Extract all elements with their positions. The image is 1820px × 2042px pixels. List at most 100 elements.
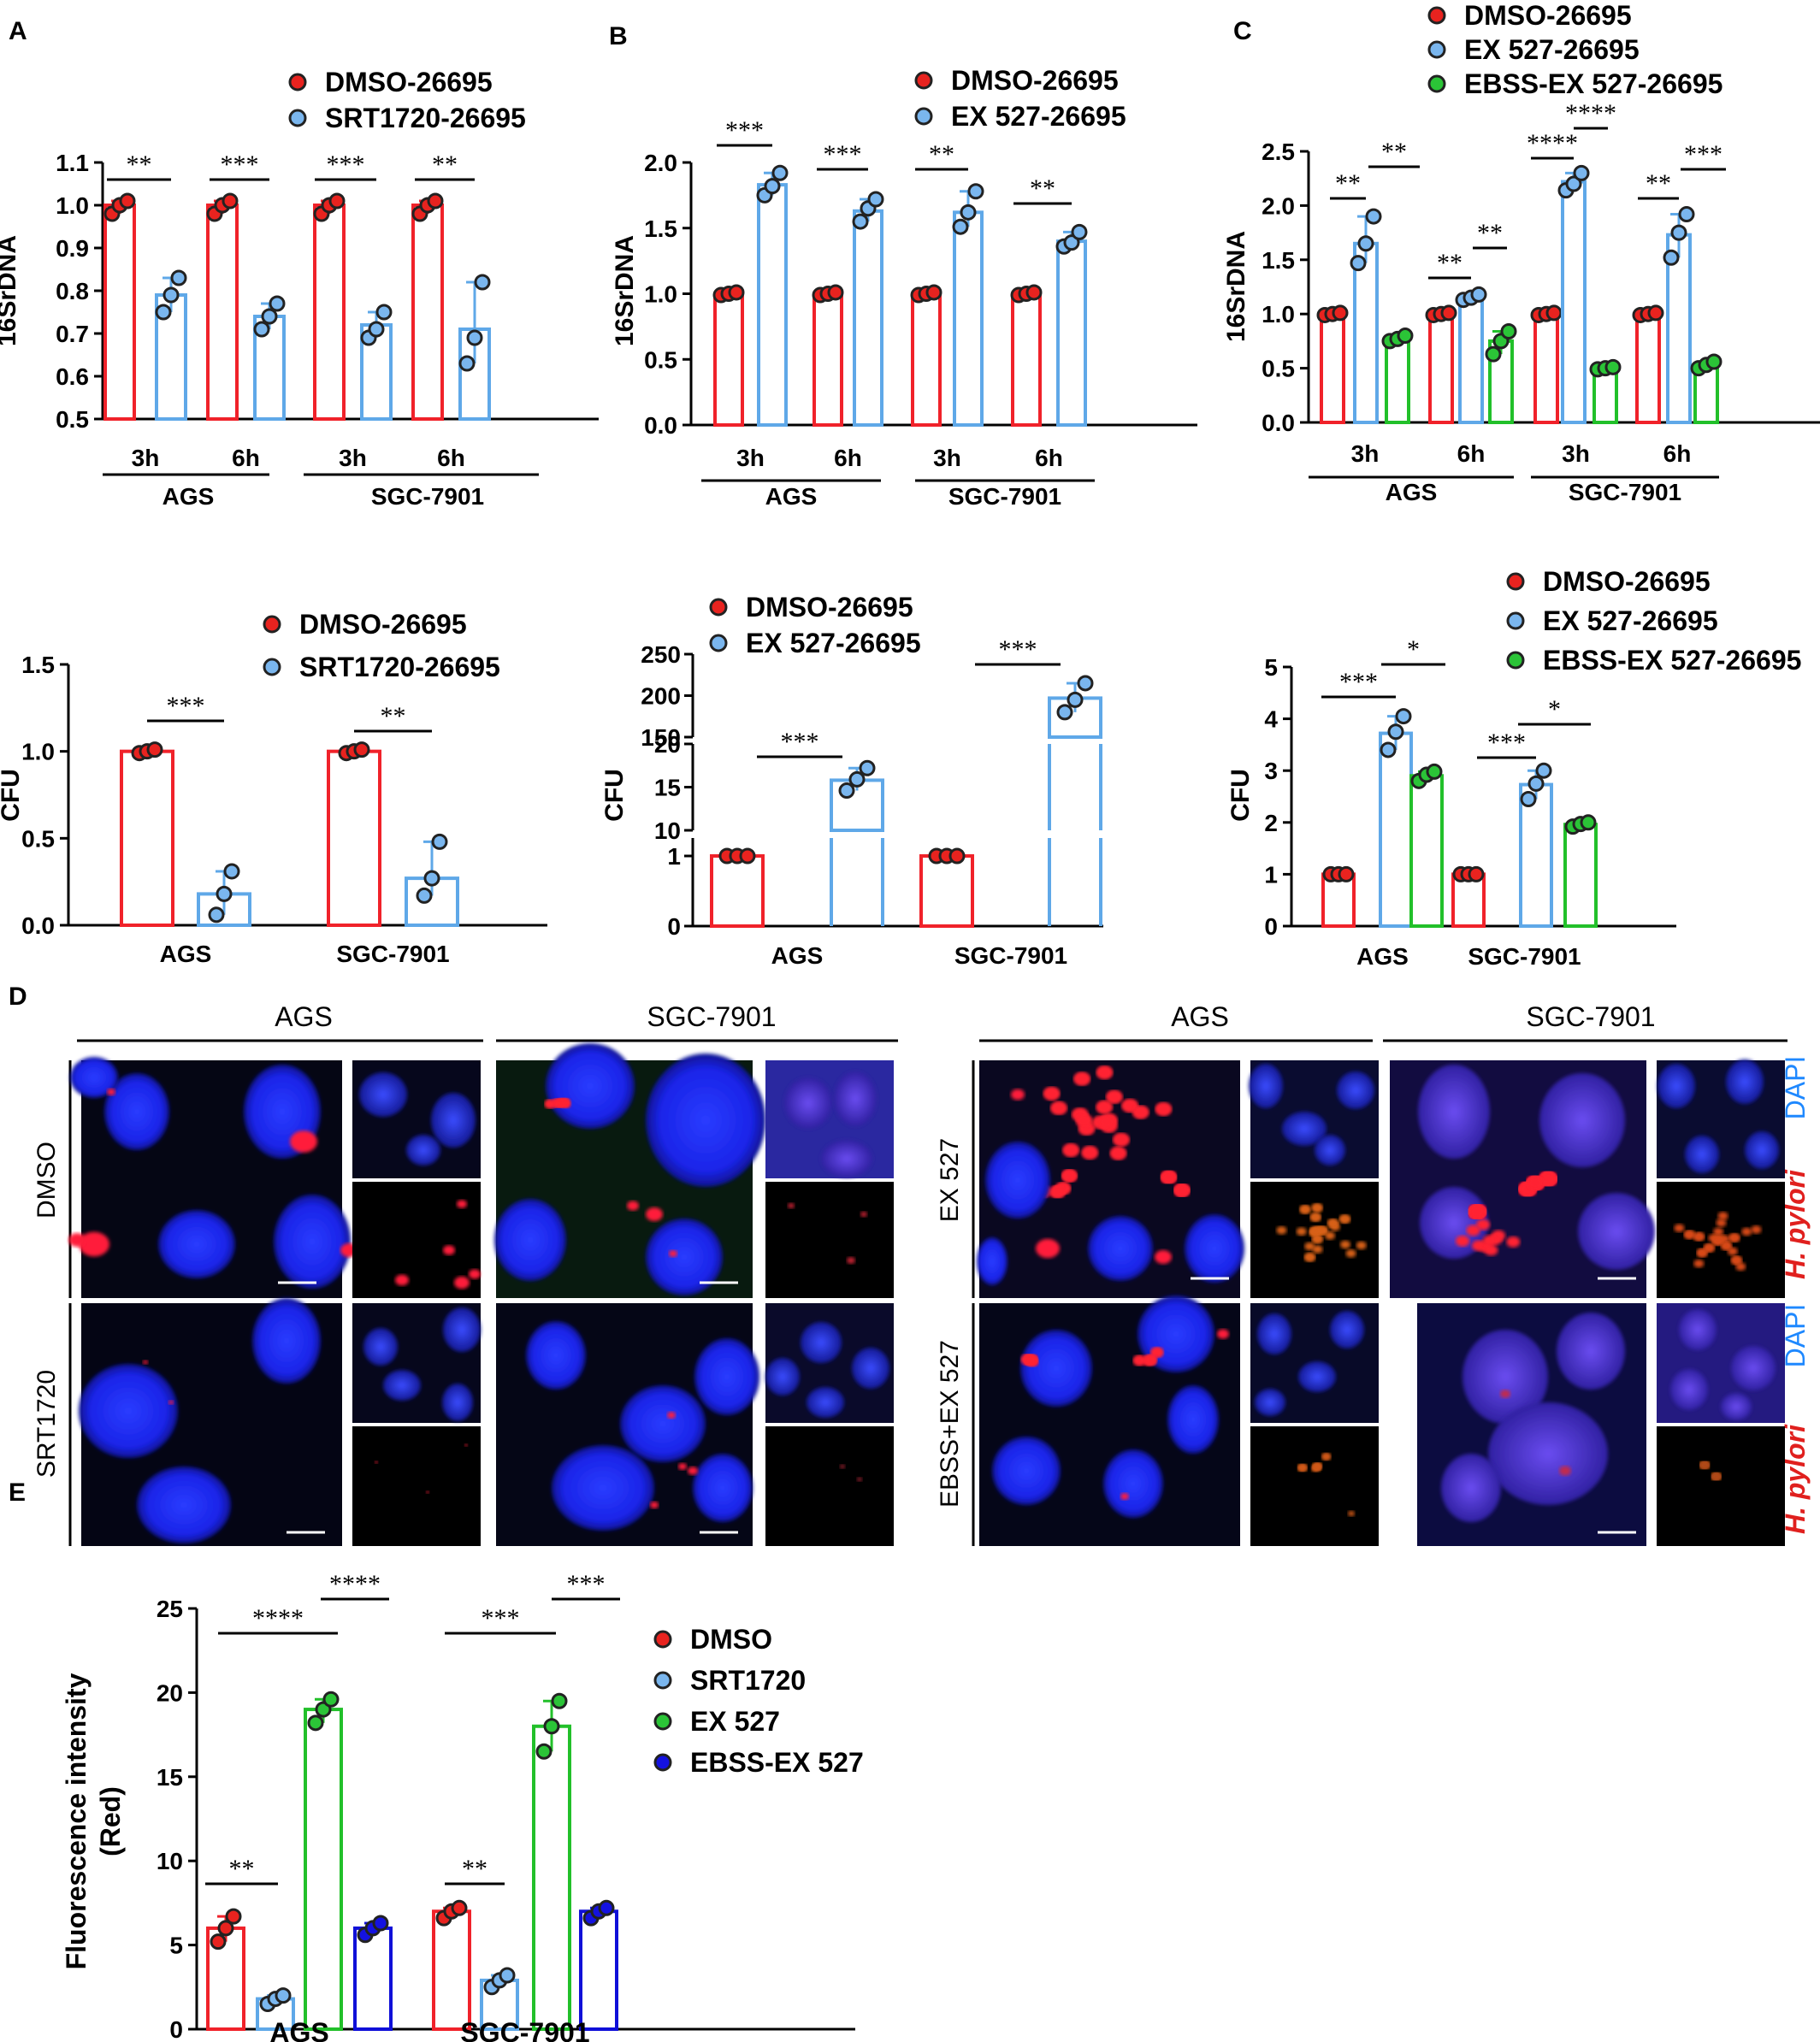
- bacteria-cluster: [1062, 1170, 1077, 1182]
- panel-letter-e: E: [9, 1478, 26, 1507]
- bacteria-cluster: [1096, 1065, 1113, 1079]
- bar: [327, 749, 381, 928]
- nucleus: [1578, 1193, 1655, 1270]
- significance-label: ***: [1487, 729, 1526, 757]
- data-point: [307, 1714, 324, 1732]
- nucleus: [1088, 1216, 1153, 1281]
- chart-c-16srdna: 0.0 0.5 1.0 1.5 2.0 2.5 16SrDNA 3h 6h 3h 6h AGS SGC-…: [1222, 99, 1820, 505]
- bacteria-cluster: [1313, 1462, 1322, 1470]
- bacteria-cluster: [1043, 1087, 1060, 1101]
- bacteria-cluster: [290, 1130, 317, 1153]
- nucleus: [646, 1219, 723, 1295]
- legend-marker: [288, 73, 307, 91]
- data-point: [208, 906, 225, 924]
- nucleus: [431, 1093, 476, 1148]
- legend-a-bottom: DMSO-26695 SRT1720-26695: [263, 609, 500, 682]
- bacteria-cluster: [1484, 1244, 1498, 1256]
- bar: [313, 204, 346, 421]
- legend-marker: [1427, 40, 1446, 59]
- nucleus: [807, 1387, 844, 1418]
- bacteria-cluster: [1559, 1466, 1571, 1476]
- category-label: 6h: [1035, 445, 1063, 471]
- nucleus: [1745, 1131, 1779, 1169]
- bacteria-cluster: [1304, 1253, 1315, 1262]
- group-label: SGC-7901: [948, 483, 1061, 510]
- data-point: [1470, 286, 1487, 303]
- legend-label: DMSO-26695: [951, 65, 1119, 96]
- data-point: [1468, 865, 1485, 882]
- bacteria-cluster: [1217, 1329, 1229, 1339]
- legend-marker: [1506, 611, 1525, 630]
- data-point: [253, 321, 270, 338]
- bacteria-cluster: [669, 1250, 677, 1257]
- chart-e-fluorescence: 0 5 10 15 20 25 Fluorescence intensity (Red) AGS…: [61, 1570, 855, 2042]
- y-tick-label: 2.5: [1262, 139, 1295, 165]
- bacteria-cluster: [1712, 1236, 1723, 1246]
- legend-label: EX 527-26695: [1543, 605, 1718, 636]
- d-header-ags-left: AGS: [275, 1001, 333, 1032]
- bacteria-cluster: [1310, 1213, 1321, 1222]
- y-tick-label: 1.0: [644, 281, 677, 308]
- significance-label: **: [1030, 174, 1055, 203]
- nucleus: [620, 1385, 706, 1462]
- data-point: [764, 178, 781, 195]
- legend-b-bottom: DMSO-26695 EX 527-26695: [709, 592, 921, 658]
- bacteria-cluster: [1721, 1242, 1732, 1250]
- nucleus: [1685, 1136, 1719, 1173]
- y-tick-label: 4: [1264, 706, 1278, 733]
- bacteria-cluster: [840, 1464, 845, 1469]
- nucleus: [1488, 1402, 1608, 1505]
- nucleus: [1670, 1369, 1708, 1410]
- bacteria-cluster: [1321, 1453, 1331, 1461]
- data-point: [368, 321, 385, 338]
- bacteria-cluster: [1345, 1248, 1356, 1258]
- nucleus: [985, 1142, 1050, 1219]
- nucleus: [546, 1043, 635, 1129]
- bacteria-cluster: [1339, 1240, 1350, 1249]
- bacteria-cluster: [667, 1412, 676, 1419]
- significance-label: *: [1407, 635, 1420, 664]
- bar: [1385, 337, 1410, 425]
- legend-marker: [1506, 572, 1525, 591]
- d-row-srt1720: SRT1720: [32, 1370, 61, 1478]
- bacteria-cluster: [1528, 1177, 1544, 1189]
- bar: [579, 1909, 618, 2031]
- bacteria-cluster: [1700, 1461, 1710, 1469]
- y-tick-label: 2: [1264, 810, 1278, 836]
- y-tick-label: 0.5: [644, 346, 677, 373]
- legend-marker: [288, 109, 307, 127]
- legend-label: SRT1720-26695: [299, 652, 500, 682]
- bar: [1379, 731, 1413, 928]
- data-point: [431, 833, 448, 850]
- nucleus: [1257, 1313, 1291, 1354]
- y-tick-label: 3: [1264, 758, 1278, 784]
- data-point: [1380, 741, 1397, 758]
- bar: [953, 210, 984, 427]
- significance-label: ***: [482, 1604, 520, 1632]
- bacteria-cluster: [650, 1502, 659, 1508]
- y-tick-label: 0: [1264, 913, 1278, 940]
- bacteria-cluster: [1339, 1214, 1350, 1224]
- nucleus: [1462, 1330, 1548, 1424]
- legend-marker: [653, 1753, 672, 1772]
- bacteria-cluster: [1132, 1106, 1149, 1118]
- bacteria-cluster: [1704, 1243, 1715, 1253]
- chart-b-16srdna: 0.0 0.5 1.0 1.5 2.0 16SrDNA 3h 6h 3h 6h AGS SGC-790…: [611, 116, 1197, 510]
- data-point: [1063, 234, 1080, 251]
- significance-label: ***: [725, 116, 764, 145]
- legend-label: DMSO-26695: [746, 592, 913, 623]
- legend-marker: [709, 634, 728, 652]
- image-ebss-sgc-hpylori: [1657, 1426, 1785, 1546]
- category-label: AGS: [160, 941, 212, 967]
- significance-label: ***: [999, 635, 1037, 664]
- panel-letter-b: B: [609, 22, 628, 50]
- nucleus: [1255, 1389, 1285, 1416]
- bar: [120, 749, 174, 928]
- bacteria-cluster: [1074, 1072, 1090, 1085]
- legend-label: DMSO-26695: [1543, 566, 1711, 597]
- data-point: [223, 863, 240, 880]
- y-tick-label: 25: [157, 1596, 183, 1622]
- y-tick-label: 1.0: [1262, 301, 1295, 328]
- bacteria-cluster: [1713, 1227, 1724, 1236]
